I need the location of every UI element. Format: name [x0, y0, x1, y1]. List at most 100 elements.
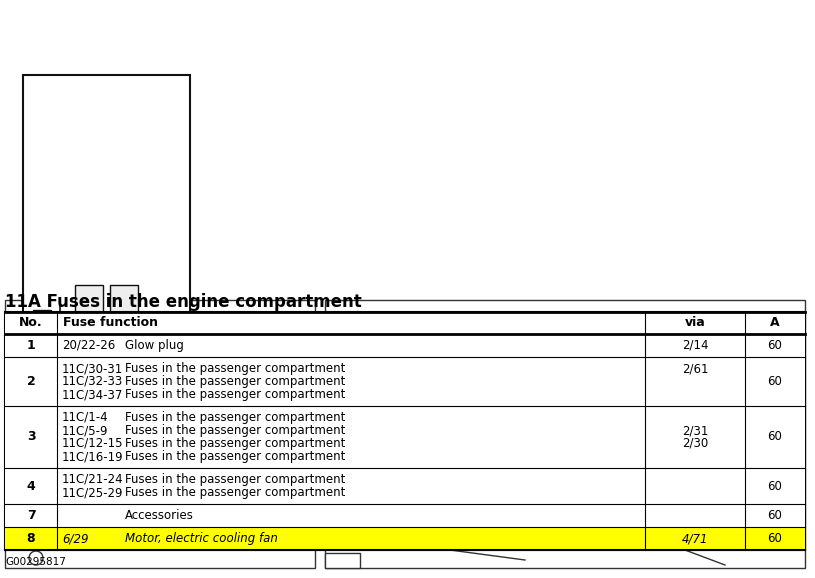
Circle shape	[109, 416, 117, 424]
Text: No.: No.	[20, 317, 43, 329]
Text: 11A/3: 11A/3	[222, 457, 253, 467]
Bar	[705, 325, 760, 390]
Bar	[77, 488, 101, 510]
Text: Fuses in the passenger compartment: Fuses in the passenger compartment	[125, 362, 346, 375]
Bar	[23, 405, 43, 440]
Circle shape	[74, 391, 82, 399]
Bar	[85, 390, 113, 410]
Bar	[5, 468, 805, 504]
Bar	[325, 553, 360, 568]
Bar	[5, 406, 805, 468]
Text: 2/30: 2/30	[682, 437, 708, 450]
Circle shape	[109, 441, 117, 449]
Text: Accessories: Accessories	[125, 509, 194, 522]
Circle shape	[119, 517, 127, 525]
Bar	[50, 488, 74, 510]
Text: 11A/8: 11A/8	[202, 497, 236, 507]
Circle shape	[74, 416, 82, 424]
Bar	[85, 365, 113, 385]
Bar	[85, 465, 113, 485]
Text: 8: 8	[27, 532, 35, 545]
Polygon shape	[600, 415, 620, 437]
Polygon shape	[575, 443, 595, 465]
Text: 11C/16-19: 11C/16-19	[62, 450, 124, 463]
Text: Fuses in the passenger compartment: Fuses in the passenger compartment	[125, 424, 346, 437]
Text: 11A/2: 11A/2	[227, 430, 258, 440]
Text: 2: 2	[27, 375, 35, 388]
Circle shape	[93, 517, 101, 525]
Circle shape	[39, 491, 47, 499]
Bar	[50, 465, 78, 485]
Text: 60: 60	[768, 339, 782, 352]
Bar	[325, 300, 805, 568]
Text: 11C/21-24: 11C/21-24	[62, 473, 124, 486]
Circle shape	[74, 466, 82, 474]
Text: 60: 60	[768, 375, 782, 388]
Circle shape	[74, 491, 82, 499]
Text: 2/61: 2/61	[682, 362, 708, 375]
Text: 60: 60	[768, 431, 782, 443]
Circle shape	[39, 466, 47, 474]
Bar	[5, 334, 805, 357]
Text: Fuses in the passenger compartment: Fuses in the passenger compartment	[125, 486, 346, 499]
Text: Fuse function: Fuse function	[63, 317, 158, 329]
Polygon shape	[625, 443, 645, 465]
Text: 11A/7: 11A/7	[242, 350, 272, 360]
Circle shape	[39, 441, 47, 449]
Text: 7: 7	[27, 509, 35, 522]
Circle shape	[109, 491, 117, 499]
Bar	[23, 75, 190, 315]
Text: Fuses in the passenger compartment: Fuses in the passenger compartment	[125, 375, 346, 388]
Circle shape	[109, 466, 117, 474]
Text: via: via	[685, 317, 705, 329]
Bar	[5, 300, 315, 568]
Text: 11C/30-31: 11C/30-31	[62, 362, 123, 375]
Polygon shape	[600, 443, 620, 465]
Bar	[50, 365, 78, 385]
Text: 3: 3	[27, 431, 35, 443]
Polygon shape	[575, 471, 595, 493]
Text: Motor, electric cooling fan: Motor, electric cooling fan	[125, 532, 278, 545]
Bar	[85, 440, 113, 460]
Bar	[50, 440, 78, 460]
Bar	[5, 357, 805, 406]
Bar	[110, 285, 138, 325]
Polygon shape	[650, 443, 670, 465]
Text: Glow plug: Glow plug	[125, 339, 184, 352]
Polygon shape	[650, 471, 670, 493]
Text: 60: 60	[768, 509, 782, 522]
Polygon shape	[575, 415, 595, 437]
Text: 11A/4: 11A/4	[232, 400, 262, 410]
Polygon shape	[405, 380, 695, 525]
Text: 4: 4	[27, 480, 35, 492]
Text: A: A	[770, 317, 780, 329]
Polygon shape	[625, 471, 645, 493]
Circle shape	[109, 391, 117, 399]
Circle shape	[66, 517, 74, 525]
Text: 2/31: 2/31	[682, 424, 708, 437]
Bar	[5, 312, 805, 334]
Bar	[200, 481, 238, 495]
Text: 1: 1	[27, 339, 35, 352]
Text: 6/29: 6/29	[62, 532, 89, 545]
Bar	[5, 504, 805, 527]
Text: Fuses in the passenger compartment: Fuses in the passenger compartment	[125, 473, 346, 486]
Bar	[75, 285, 103, 325]
Text: 11A/1: 11A/1	[227, 523, 258, 533]
Text: 2/14: 2/14	[682, 339, 708, 352]
Text: 11C/1-4: 11C/1-4	[62, 411, 108, 424]
Circle shape	[39, 391, 47, 399]
Polygon shape	[445, 410, 560, 500]
Text: 11C/12-15: 11C/12-15	[62, 437, 124, 450]
Bar	[5, 312, 805, 550]
Bar	[33, 310, 51, 330]
Bar	[25, 490, 47, 520]
Bar	[85, 415, 113, 435]
Circle shape	[74, 441, 82, 449]
Text: Fuses in the passenger compartment: Fuses in the passenger compartment	[125, 450, 346, 463]
Bar	[104, 488, 128, 510]
Polygon shape	[600, 471, 620, 493]
Text: 60: 60	[768, 532, 782, 545]
Text: 11A Fuses in the engine compartment: 11A Fuses in the engine compartment	[5, 293, 362, 311]
Bar	[5, 527, 805, 550]
